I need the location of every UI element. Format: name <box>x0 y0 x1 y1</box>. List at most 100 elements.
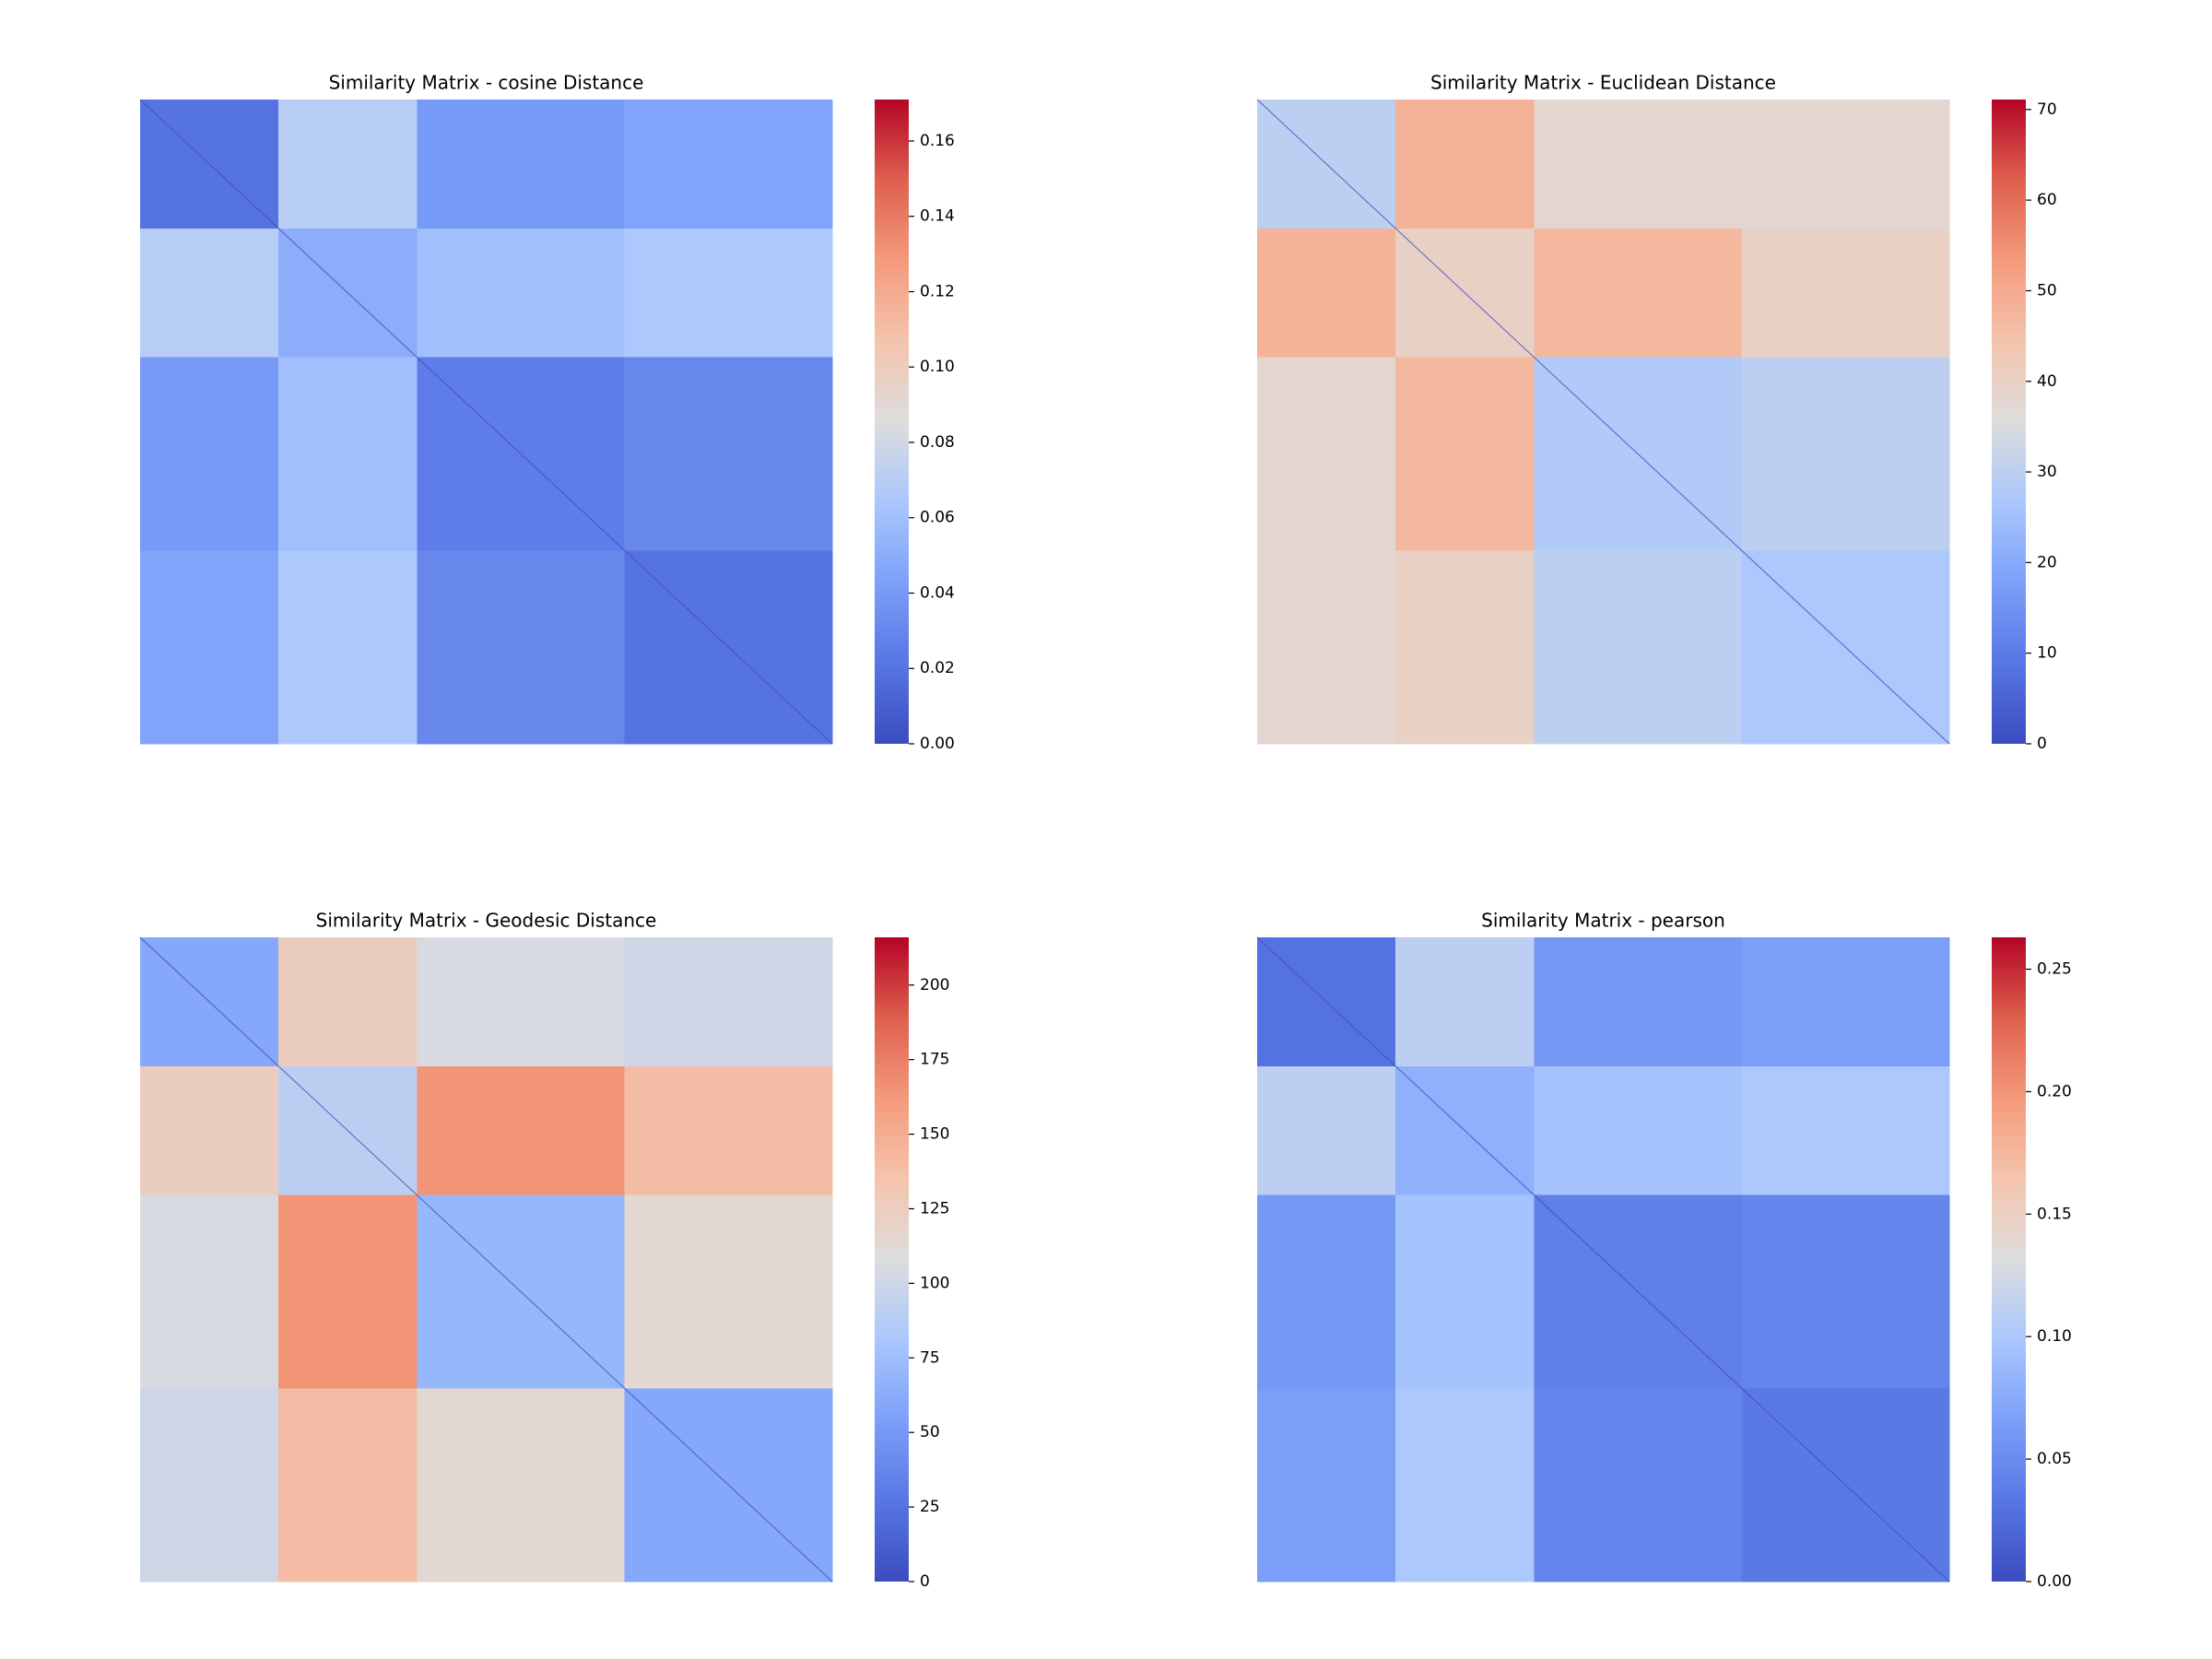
heatmap-cell <box>1465 1259 1535 1324</box>
heatmap-cell <box>1534 1324 1604 1389</box>
heatmap-cell <box>555 937 626 1003</box>
heatmap-cell <box>693 100 764 165</box>
heatmap-cell <box>1603 357 1674 422</box>
heatmap-cell <box>1326 550 1396 616</box>
heatmap-cell <box>1879 421 1950 487</box>
chart-title: Similarity Matrix - cosine Distance <box>329 72 644 94</box>
heatmap-cell <box>1534 550 1604 616</box>
heatmap-cell <box>693 1517 764 1583</box>
heatmap-cell <box>209 100 279 165</box>
heatmap-cell <box>1395 421 1465 487</box>
heatmap-cell <box>1603 1453 1674 1518</box>
heatmap-cell <box>347 1324 418 1389</box>
colorbar-tick-label: 0.12 <box>920 282 955 300</box>
heatmap-cell <box>624 486 695 551</box>
subplot: Similarity Matrix - pearson 0.00 0.05 0.10 0… <box>1256 910 2072 1591</box>
heatmap-cell <box>762 1453 833 1518</box>
heatmap-cell <box>762 1324 833 1389</box>
heatmap-cell <box>347 421 418 487</box>
heatmap-cell <box>140 550 210 616</box>
heatmap-cell <box>1879 1453 1950 1518</box>
heatmap-cell <box>1879 1259 1950 1324</box>
heatmap-cell <box>278 1001 348 1067</box>
heatmap-cell <box>1879 1001 1950 1067</box>
heatmap-cell <box>1741 1065 1812 1132</box>
heatmap-cell <box>486 1130 557 1196</box>
heatmap-cell <box>1395 163 1465 229</box>
heatmap-cell <box>1810 357 1881 422</box>
heatmap-cell <box>1741 1517 1812 1583</box>
heatmap-cell <box>693 357 764 422</box>
colorbar-tick-label: 30 <box>2037 463 2057 481</box>
heatmap-cell <box>1741 228 1812 294</box>
heatmap-cell <box>555 1517 626 1583</box>
heatmap-cell <box>417 100 487 165</box>
colorbar <box>875 100 909 744</box>
heatmap-cell <box>762 486 833 551</box>
heatmap-cell <box>417 1453 487 1518</box>
heatmap-cell <box>624 1517 695 1583</box>
colorbar-tick-label: 150 <box>920 1125 949 1144</box>
colorbar-tick-label: 0.02 <box>920 659 955 677</box>
heatmap-cell <box>1810 1259 1881 1324</box>
heatmap-cell <box>1741 679 1812 745</box>
heatmap-cell <box>1257 1130 1327 1196</box>
heatmap-cell <box>140 1453 210 1518</box>
heatmap-cell <box>1534 615 1604 680</box>
heatmap-cell <box>1395 1259 1465 1324</box>
heatmap-cell <box>1810 228 1881 294</box>
heatmap-cell <box>140 163 210 229</box>
heatmap-cell <box>1672 228 1743 294</box>
heatmap-cell <box>624 1259 695 1324</box>
heatmap-cell <box>1257 1453 1327 1518</box>
heatmap-cell <box>140 1259 210 1324</box>
colorbar-tick-label: 0 <box>2037 735 2047 753</box>
subplot: Similarity Matrix - Euclidean Distance 0 1… <box>1256 72 2057 753</box>
colorbar-tick-label: 0.10 <box>2037 1327 2072 1346</box>
heatmap-cell <box>417 1517 487 1583</box>
heatmap-cell <box>1672 1388 1743 1453</box>
heatmap-cell <box>1395 100 1465 165</box>
heatmap-cell <box>486 1001 557 1067</box>
heatmap-cell <box>1534 292 1604 359</box>
heatmap-cell <box>278 163 348 229</box>
heatmap-cell <box>693 937 764 1003</box>
heatmap-cell <box>417 679 487 745</box>
heatmap-cell <box>278 1130 348 1196</box>
heatmap-cell <box>140 679 210 745</box>
heatmap-cell <box>693 486 764 551</box>
heatmap-cell <box>1879 1194 1950 1260</box>
heatmap-cell <box>1741 163 1812 229</box>
colorbar-tick-label: 50 <box>2037 281 2057 300</box>
colorbar <box>875 937 909 1582</box>
heatmap-cell <box>1257 228 1327 294</box>
heatmap-cell <box>1672 1517 1743 1583</box>
heatmap-cell <box>1741 1130 1812 1196</box>
heatmap-cell <box>209 1453 279 1518</box>
heatmap-cell <box>140 1001 210 1067</box>
heatmap-cell <box>555 679 626 745</box>
heatmap-cell <box>1603 1130 1674 1196</box>
heatmap-cell <box>417 421 487 487</box>
heatmap-cell <box>762 163 833 229</box>
heatmap-cell <box>1672 1001 1743 1067</box>
heatmap-cell <box>209 679 279 745</box>
heatmap-cell <box>1326 1324 1396 1389</box>
heatmap-cell <box>1810 1130 1881 1196</box>
heatmap-cell <box>1879 228 1950 294</box>
heatmap-cell <box>1257 1001 1327 1067</box>
heatmap-cell <box>347 100 418 165</box>
heatmap-cell <box>1672 357 1743 422</box>
heatmap-cell <box>1257 1259 1327 1324</box>
heatmap-cell <box>417 937 487 1003</box>
heatmap-cell <box>347 1065 418 1132</box>
heatmap-cell <box>278 1324 348 1389</box>
heatmap-cell <box>693 1324 764 1389</box>
heatmap-cell <box>1672 100 1743 165</box>
heatmap-cell <box>209 1130 279 1196</box>
heatmap-cell <box>1465 1324 1535 1389</box>
heatmap-cell <box>1395 1130 1465 1196</box>
heatmap-cell <box>1395 550 1465 616</box>
heatmap-cell <box>140 1324 210 1389</box>
heatmap-cell <box>1395 679 1465 745</box>
